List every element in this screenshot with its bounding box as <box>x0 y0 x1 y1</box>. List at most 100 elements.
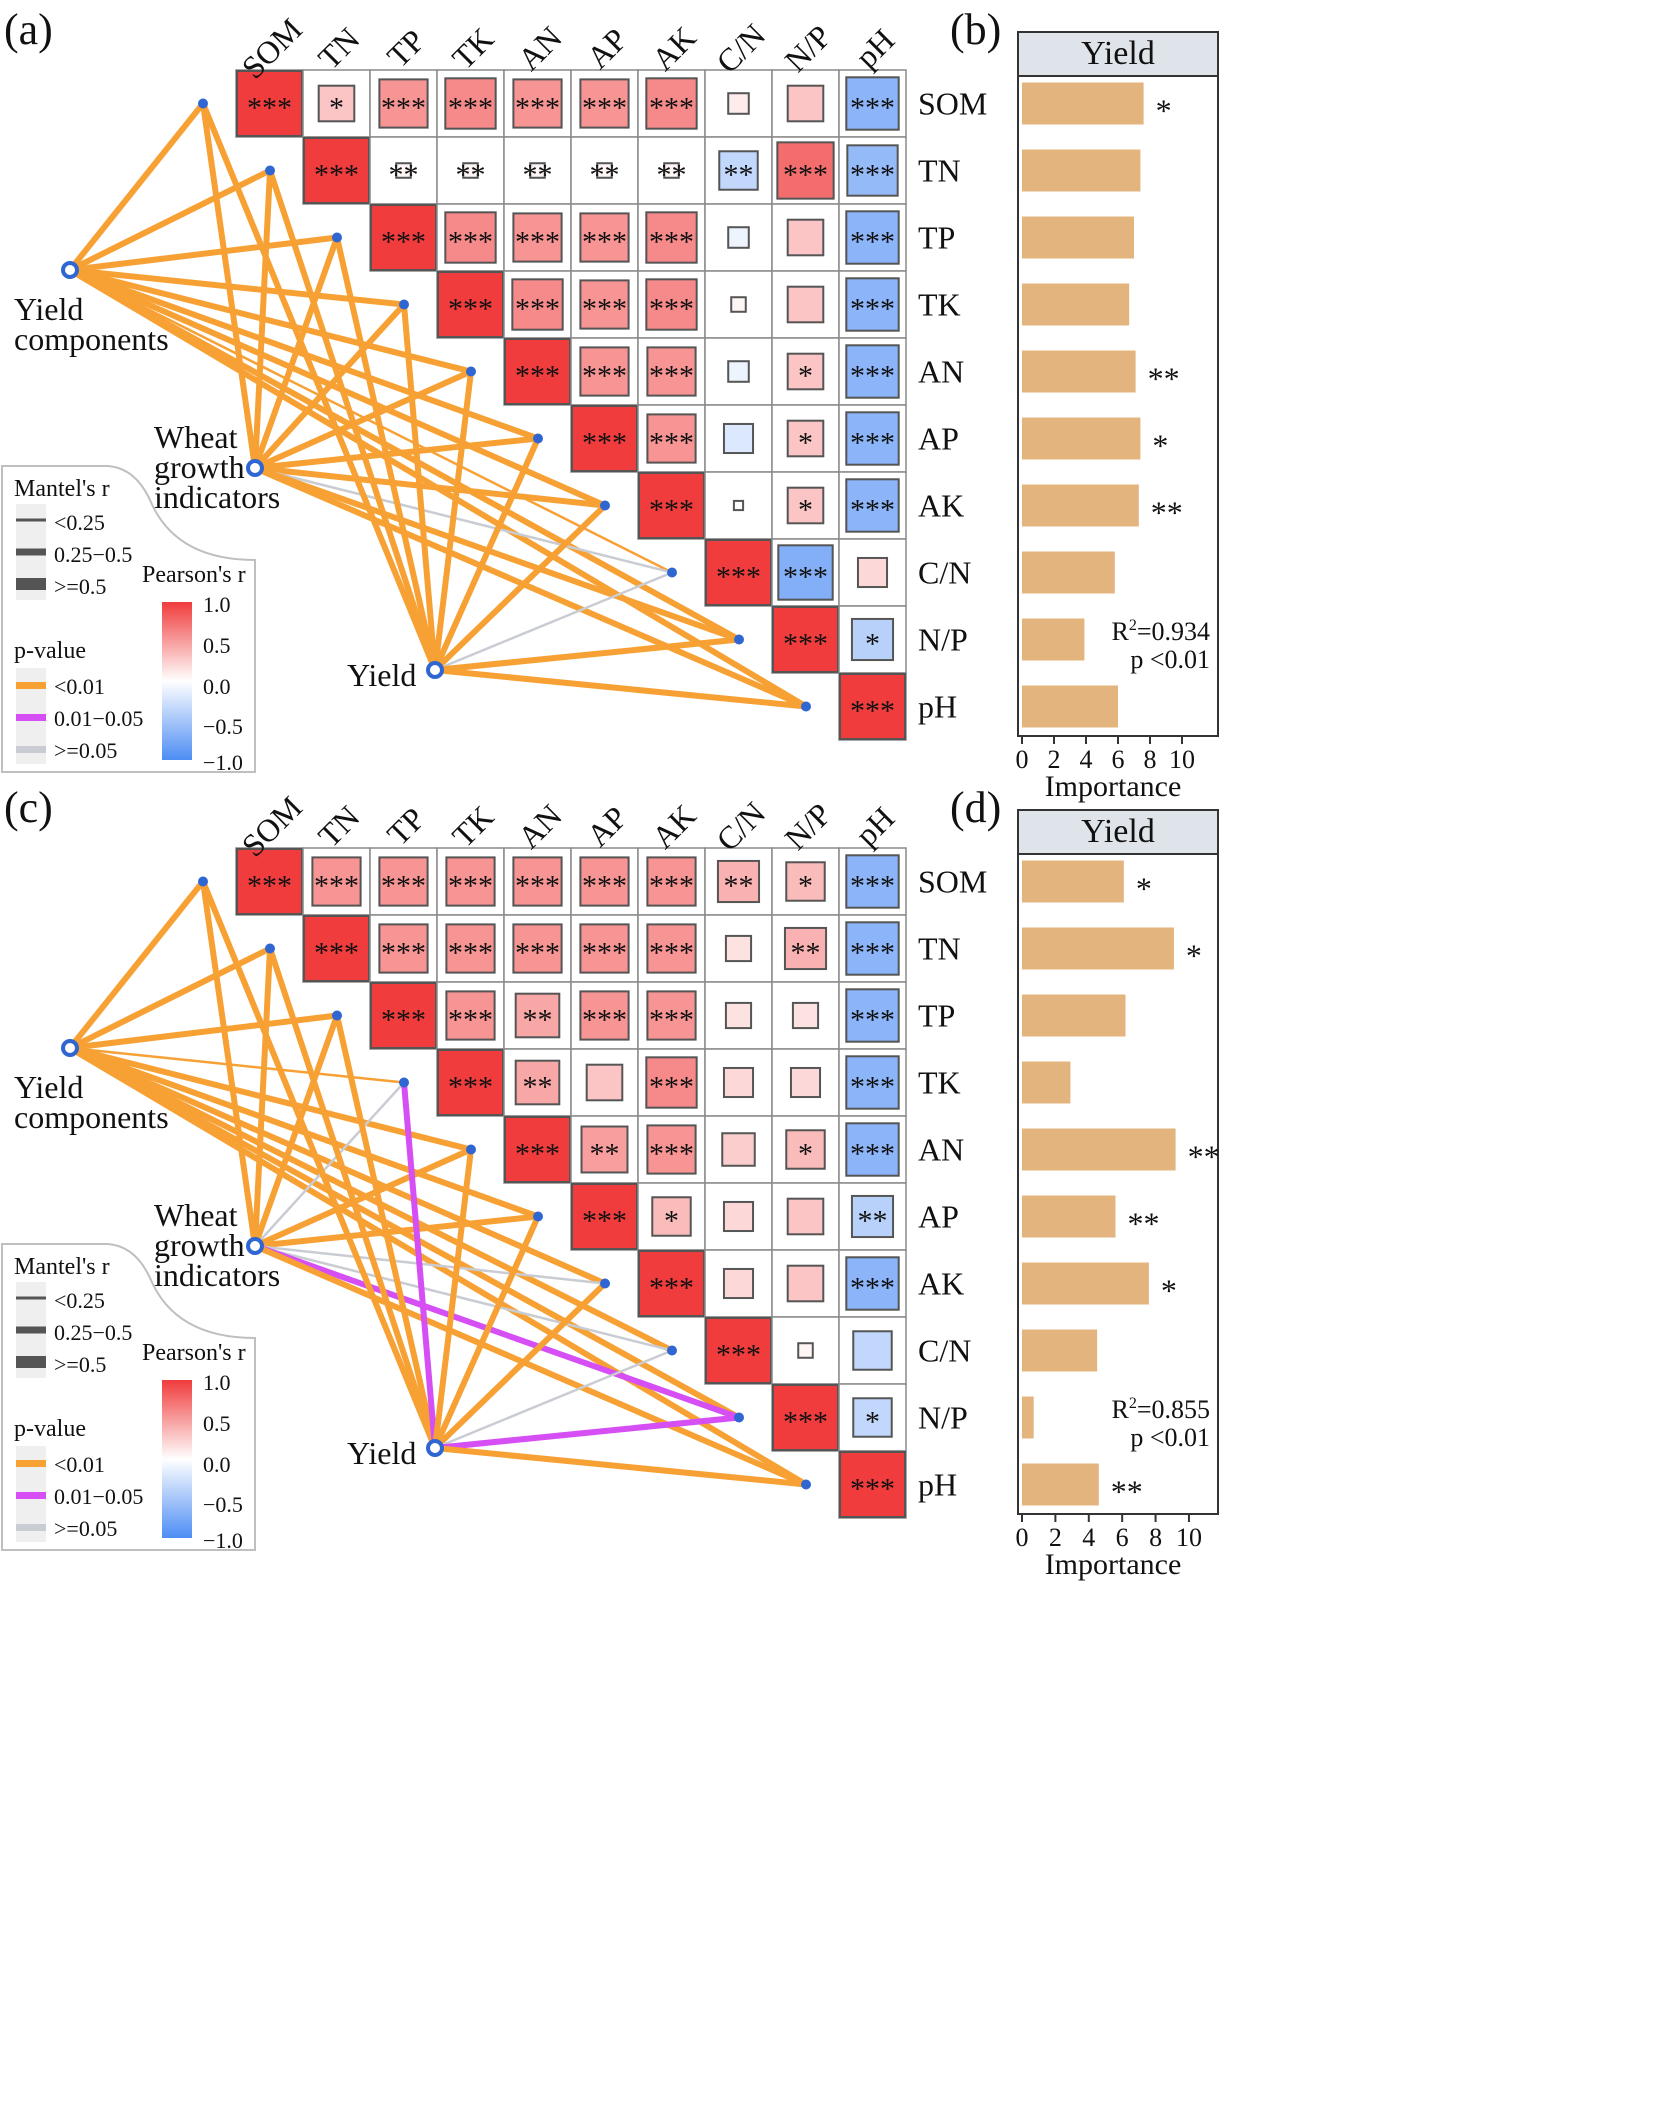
link-endpoint <box>734 634 744 645</box>
significance-label: ** <box>590 159 620 192</box>
significance-label: *** <box>314 159 359 192</box>
significance-label: *** <box>850 360 895 393</box>
heatmap-cell <box>845 478 900 533</box>
heatmap-cell <box>786 1197 825 1236</box>
node-label: Wheat <box>154 1197 238 1233</box>
significance-label: *** <box>582 427 627 460</box>
bar <box>1022 82 1144 125</box>
legend-mantel-label: 0.25−0.5 <box>54 1320 132 1345</box>
heatmap-cell <box>785 861 826 902</box>
bar <box>1022 860 1124 903</box>
heatmap-cell <box>378 923 429 974</box>
mantel-link <box>267 167 438 673</box>
significance-label: *** <box>314 870 359 903</box>
row-label: AP <box>918 421 959 457</box>
heatmap-cell <box>785 1129 826 1170</box>
mantel-link <box>68 268 674 574</box>
mantel-link <box>401 301 438 673</box>
heatmap: ****************************************… <box>235 847 907 1519</box>
r2-annotation: R2=0.934 <box>1111 617 1210 646</box>
significance-label: *** <box>448 1004 493 1037</box>
mantel-link <box>432 667 809 710</box>
legend-p-label: <0.01 <box>54 1452 105 1477</box>
heatmap-cell <box>783 926 828 971</box>
bar-title: Yield <box>1081 35 1155 72</box>
heatmap-cell <box>845 988 900 1043</box>
significance-label: *** <box>850 1004 895 1037</box>
heatmap-cell <box>571 1183 638 1250</box>
heatmap-cell <box>722 1200 755 1233</box>
bottom-panels: (c)*** *** *** *** *** *** *** ** * ****** *** *** *… <box>1 783 1220 1581</box>
significance-label: *** <box>515 937 560 970</box>
bar-significance: ** <box>1111 1474 1143 1510</box>
bar-strip <box>1017 31 1219 77</box>
bar <box>1022 685 1118 728</box>
significance-label: *** <box>649 937 694 970</box>
bar <box>1022 1262 1149 1305</box>
r2-letter: R <box>1111 1395 1129 1424</box>
node-label: growth <box>154 1227 245 1263</box>
bar <box>1022 927 1174 970</box>
mantel-link <box>432 1280 608 1451</box>
bar-chart: Yield*********0 2 4 6 8 10ImportanceR2=0.855p… <box>1016 809 1220 1581</box>
significance-label: *** <box>649 360 694 393</box>
column-label: TN <box>311 20 367 76</box>
heatmap-cell <box>845 1055 900 1110</box>
heatmap-cell <box>646 990 697 1041</box>
heatmap-cell <box>772 1384 839 1451</box>
heatmap-cell <box>370 982 437 1049</box>
heatmap-cell <box>378 856 429 907</box>
x-tick-label: 2 <box>1049 1523 1062 1552</box>
x-tick-label: 6 <box>1116 1523 1129 1552</box>
heatmap-cell <box>786 352 825 391</box>
legend-p-key <box>16 714 46 721</box>
row-label: pH <box>918 1467 957 1503</box>
significance-label: *** <box>649 1272 694 1305</box>
legend-mantel-key <box>16 548 46 556</box>
significance-label: *** <box>649 226 694 259</box>
significance-label: *** <box>314 937 359 970</box>
legend-frame <box>1 1243 256 1551</box>
heatmap-cell <box>845 411 900 466</box>
mantel-link <box>67 1045 474 1153</box>
r2-value: =0.855 <box>1137 1395 1210 1424</box>
mantel-link <box>67 267 608 509</box>
heatmap-cell <box>579 856 630 907</box>
heatmap-cell <box>511 278 564 331</box>
row-label: TN <box>918 931 961 967</box>
heatmap-cell <box>846 144 899 197</box>
significance-label: *** <box>649 494 694 527</box>
significance-label: ** <box>724 870 754 903</box>
heatmap-cell <box>579 212 630 263</box>
pearson-colorbar <box>162 602 192 760</box>
significance-label: *** <box>515 293 560 326</box>
heatmap-cell <box>437 271 504 338</box>
mantel-link <box>200 100 438 673</box>
significance-label: *** <box>448 226 493 259</box>
row-label: N/P <box>918 1400 968 1436</box>
heatmap-cell <box>852 1330 893 1371</box>
link-endpoint <box>801 701 811 712</box>
significance-label: ** <box>523 1071 553 1104</box>
heatmap-cell <box>646 923 697 974</box>
x-tick-label: 6 <box>1112 745 1125 774</box>
column-label: pH <box>848 22 901 75</box>
heatmap-cell <box>727 360 750 383</box>
heatmap-cell <box>786 218 825 257</box>
legend-pearson-title: Pearson's r <box>142 562 246 588</box>
heatmap-cell <box>645 211 698 264</box>
p-annotation: p <0.01 <box>1130 1423 1210 1452</box>
legend-frame <box>1 465 256 773</box>
row-label: AP <box>918 1199 959 1235</box>
legend-p-key <box>16 746 46 753</box>
significance-label: * <box>798 1138 813 1171</box>
x-tick-label: 4 <box>1082 1523 1095 1552</box>
legend-mantel-title: Mantel's r <box>14 476 110 502</box>
significance-label: ** <box>523 1004 553 1037</box>
row-label: AK <box>918 1266 964 1302</box>
mantel-link <box>432 368 474 673</box>
heatmap-cell <box>724 1001 753 1030</box>
heatmap-cell <box>716 859 761 904</box>
mantel-link <box>252 1243 742 1421</box>
heatmap-cell <box>839 1451 906 1518</box>
